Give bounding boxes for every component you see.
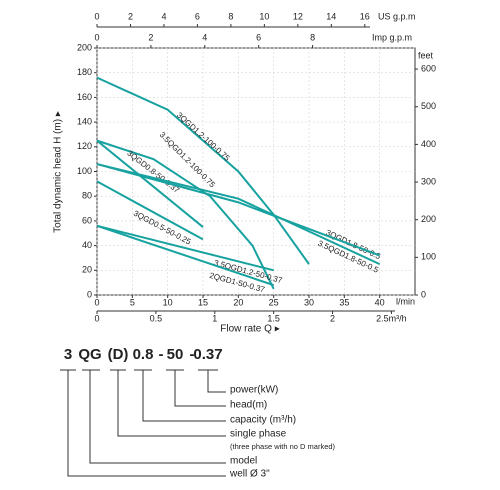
code-description: capacity (m³/h): [230, 415, 296, 426]
imp-tick-label: 2: [148, 32, 153, 42]
y2-tick-label: 0: [421, 289, 426, 299]
y-tick-label: 160: [77, 92, 92, 102]
y-tick-label: 120: [77, 141, 92, 151]
code-part: -: [159, 346, 164, 363]
x-tick-label: 30: [304, 297, 314, 307]
code-part: 50: [167, 346, 184, 363]
bracket: [207, 370, 226, 393]
code-description: head(m): [230, 400, 267, 411]
us-tick-label: 4: [161, 11, 166, 21]
m3h-tick-label: 0: [94, 313, 99, 323]
us-tick-label: 2: [128, 11, 133, 21]
code-part: -: [190, 346, 195, 363]
curve: [96, 224, 274, 272]
code-part: (D): [108, 346, 129, 363]
x2-unit: US g.p.m: [378, 11, 416, 21]
y2-unit: feet: [418, 50, 434, 60]
bracket: [174, 370, 226, 407]
y2-tick-label: 200: [421, 214, 436, 224]
m3h-tick-label: 2: [330, 313, 335, 323]
us-tick-label: 16: [360, 11, 370, 21]
bracket: [117, 370, 226, 437]
m3h-tick-label: 0.5: [150, 313, 163, 323]
y2-tick-label: 500: [421, 101, 436, 111]
y-tick-label: 40: [82, 240, 92, 250]
y-tick-label: 20: [82, 265, 92, 275]
x-tick-label: 20: [233, 297, 243, 307]
code-part: QG: [78, 346, 101, 363]
m3h-tick-label: 1.5: [267, 313, 280, 323]
curve: [96, 163, 381, 266]
us-tick-label: 6: [195, 11, 200, 21]
m3h-tick-label: 2.5m³/h: [376, 313, 407, 323]
code-description: (three phase with no D marked): [230, 442, 336, 451]
model-code: 3 QG (D) 0.8-50 -0.37power(kW)head(m)capacit…: [60, 346, 336, 480]
code-part: 0.8: [133, 346, 154, 363]
imp-tick-label: 4: [202, 32, 207, 42]
y-tick-label: 200: [77, 42, 92, 52]
imp-tick-label: 0: [94, 32, 99, 42]
us-tick-label: 0: [94, 11, 99, 21]
x-tick-label: 25: [269, 297, 279, 307]
x3-unit: Imp g.p.m: [372, 32, 412, 42]
bracket: [67, 370, 226, 477]
y-axis-title: Total dynamic head H (m) ▸: [53, 111, 64, 233]
x-axis-title: Flow rate Q ▸: [220, 324, 279, 335]
curve: [96, 224, 274, 287]
bracket: [142, 370, 226, 422]
y2-tick-label: 300: [421, 176, 436, 186]
code-description: single phase: [230, 429, 287, 440]
code-part: 3: [64, 346, 72, 363]
us-tick-label: 12: [293, 11, 303, 21]
imp-tick-label: 8: [310, 32, 315, 42]
bracket: [89, 370, 226, 464]
y2-tick-label: 600: [421, 63, 436, 73]
y-tick-label: 0: [87, 289, 92, 299]
y-tick-label: 60: [82, 215, 92, 225]
x-tick-label: 15: [198, 297, 208, 307]
curve: [96, 180, 204, 241]
y2-tick-label: 400: [421, 139, 436, 149]
code-description: power(kW): [230, 385, 278, 396]
code-part: 0.37: [193, 346, 222, 363]
curve: [96, 139, 204, 228]
y-tick-label: 180: [77, 67, 92, 77]
x-tick-label: 40: [375, 297, 385, 307]
x-tick-label: 0: [94, 297, 99, 307]
y2-tick-label: 100: [421, 252, 436, 262]
code-description: well Ø 3": [229, 469, 270, 480]
y-tick-label: 140: [77, 116, 92, 126]
us-tick-label: 14: [326, 11, 336, 21]
us-tick-label: 8: [228, 11, 233, 21]
x-tick-label: 10: [163, 297, 173, 307]
curve: [96, 139, 275, 290]
us-tick-label: 10: [259, 11, 269, 21]
y-tick-label: 100: [77, 166, 92, 176]
m3h-tick-label: 1: [212, 313, 217, 323]
x-unit: l/min: [396, 296, 415, 306]
curve: [96, 76, 310, 265]
imp-tick-label: 6: [256, 32, 261, 42]
x-tick-label: 5: [130, 297, 135, 307]
y-tick-label: 80: [82, 191, 92, 201]
x-tick-label: 35: [339, 297, 349, 307]
code-description: model: [230, 456, 257, 467]
curve: [96, 163, 381, 257]
